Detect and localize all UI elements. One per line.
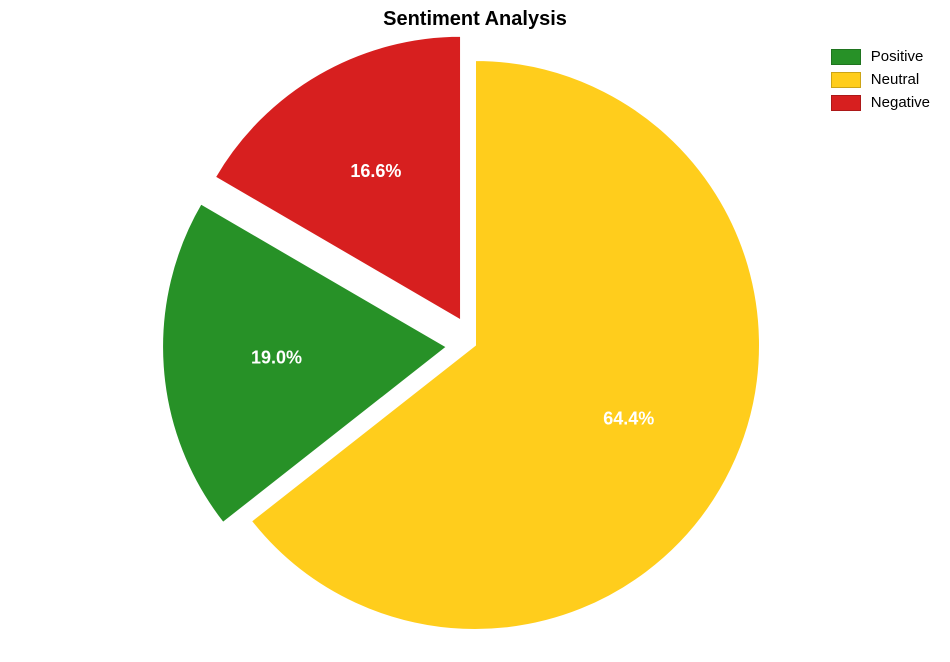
legend-label: Negative (871, 94, 930, 111)
legend-swatch (831, 49, 861, 65)
legend-item-neutral: Neutral (831, 71, 930, 88)
legend-item-positive: Positive (831, 48, 930, 65)
legend-label: Neutral (871, 71, 919, 88)
legend-label: Positive (871, 48, 924, 65)
legend-swatch (831, 72, 861, 88)
legend: Positive Neutral Negative (831, 48, 930, 117)
sentiment-pie-chart: Sentiment Analysis 64.4%19.0%16.6% Posit… (0, 0, 950, 662)
legend-item-negative: Negative (831, 94, 930, 111)
pie-slice-label-positive: 19.0% (251, 347, 302, 367)
pie-slice-label-negative: 16.6% (350, 161, 401, 181)
pie-slice-label-neutral: 64.4% (603, 408, 654, 428)
pie-svg: 64.4% 19.0% 16.6% (0, 0, 950, 662)
legend-swatch (831, 95, 861, 111)
